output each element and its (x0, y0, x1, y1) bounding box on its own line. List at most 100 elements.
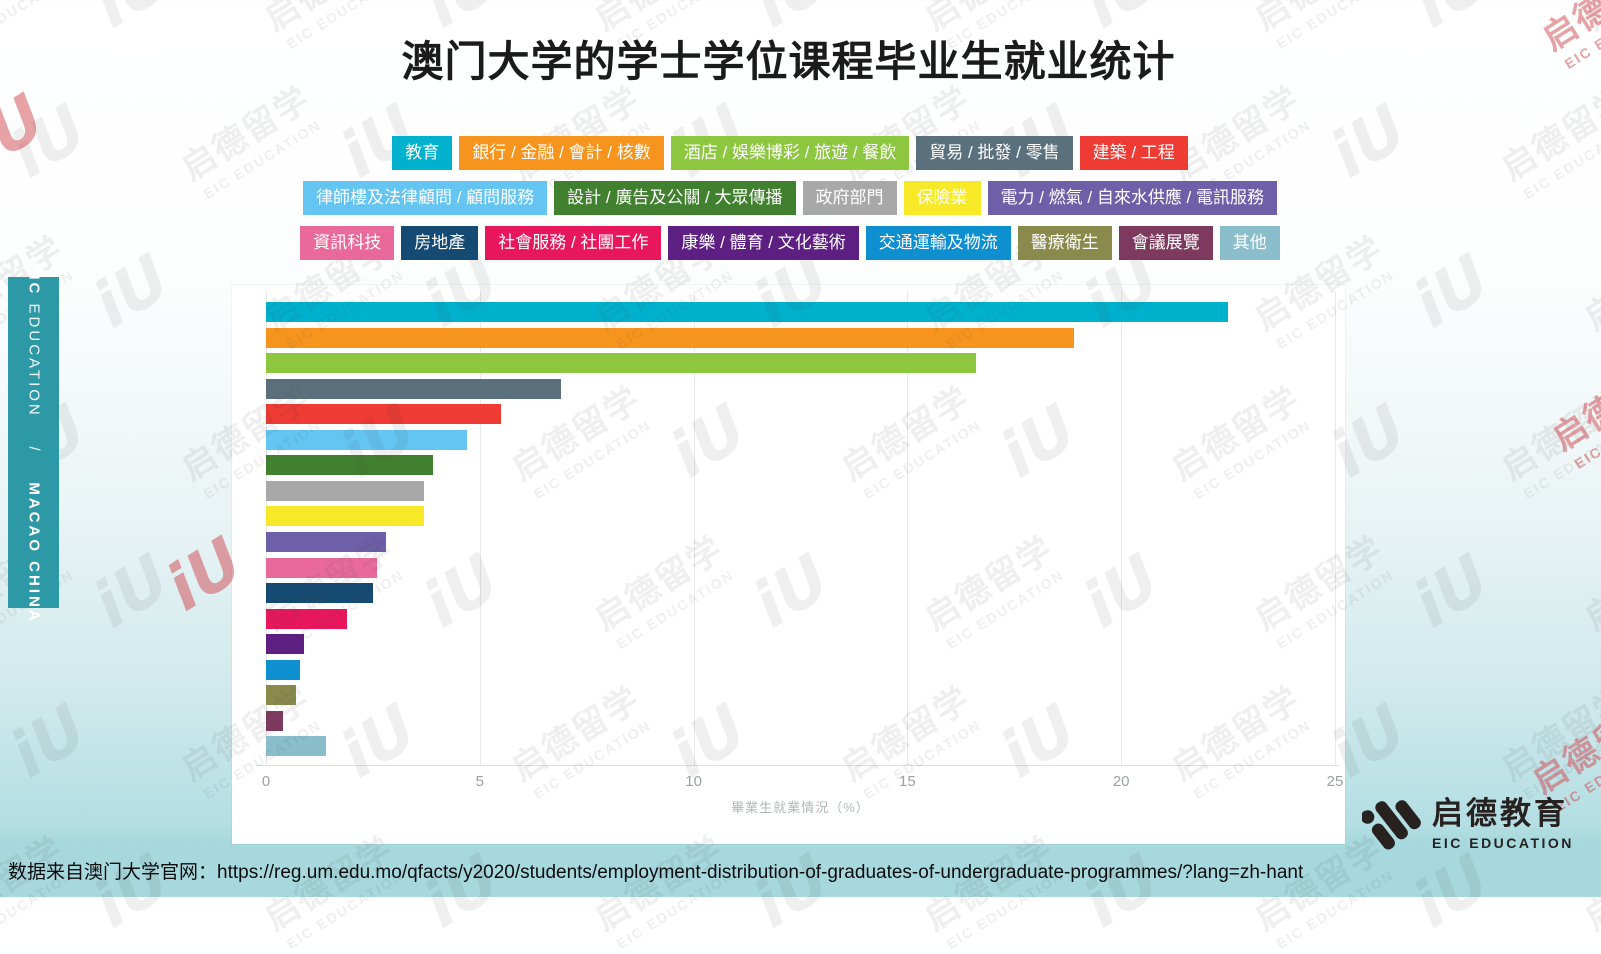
watermark-text-cn: 启德留学 (0, 0, 72, 40)
watermark-text-cn: 启德留学 (1495, 79, 1601, 189)
chart-title: 澳门大学的学士学位课程毕业生就业统计 (401, 38, 1176, 85)
eic-brand-logo: 启德教育 EIC EDUCATION (1362, 788, 1574, 851)
watermark-item: iU (0, 81, 58, 183)
bar (266, 557, 378, 578)
legend-chip: 銀行 / 金融 / 會計 / 核數 (459, 136, 664, 170)
watermark-item: iU (81, 541, 183, 643)
x-tick-label: 15 (899, 773, 916, 790)
bar (266, 378, 562, 399)
bar (266, 302, 1229, 322)
legend-chip: 教育 (392, 136, 453, 170)
sidebar-brand-sub: EDUCATION (25, 303, 42, 418)
bar (266, 327, 1075, 348)
watermark-text-cn: 启德留学 (1546, 349, 1601, 459)
watermark-text-en: EIC EDUCATION (1571, 387, 1601, 472)
x-tick-label: 20 (1112, 773, 1130, 790)
sidebar-brand: EIC (25, 261, 42, 296)
legend-row: 律師樓及法律顧問 / 顧問服務 設計 / 廣告及公關 / 大眾傳播 政府部門 保險業電… (302, 181, 1278, 215)
grid-line (266, 291, 267, 765)
x-tick-label: 5 (475, 773, 484, 790)
legend-chip: 律師樓及法律顧問 / 顧問服務 (302, 181, 548, 215)
watermark-text-cn: 启德留学 (1573, 0, 1601, 40)
legend-chip: 資訊科技 (300, 226, 395, 260)
watermark-item: iU (0, 691, 100, 793)
legend-chip: 康樂 / 體育 / 文化藝術 (668, 226, 859, 260)
grid-line (1121, 291, 1123, 765)
legend-chip: 交通運輸及物流 (865, 226, 1011, 260)
bar (266, 583, 373, 604)
data-source-text: 数据来自澳门大学官网：https://reg.um.edu.mo/qfacts/… (8, 862, 1304, 883)
x-tick-label: 10 (685, 773, 702, 790)
watermark-logo-mark: iU (0, 691, 100, 793)
bar (266, 531, 386, 552)
sidebar-region: MACAO CHINA (25, 481, 42, 624)
legend-chip: 醫療衛生 (1017, 226, 1112, 260)
bar (266, 429, 467, 450)
legend-chip: 政府部門 (802, 181, 897, 215)
chart-legend: 教育 銀行 / 金融 / 會計 / 核數 酒店 / 娛樂博彩 / 旅遊 / 餐飲 貿易… (160, 136, 1420, 260)
watermark-logo-mark: iU (1401, 541, 1503, 643)
legend-chip: 會議展覽 (1118, 226, 1213, 260)
x-tick-label: 0 (261, 773, 271, 790)
bar (266, 685, 296, 706)
legend-chip: 保險業 (903, 181, 981, 215)
legend-chip: 設計 / 廣告及公關 / 大眾傳播 (554, 181, 796, 215)
legend-chip: 社會服務 / 社團工作 (485, 226, 662, 260)
chart-panel: 畢業生就業情況（%） 0 5 10 15 20 25 (232, 285, 1345, 844)
legend-chip: 酒店 / 娛樂博彩 / 旅遊 / 餐飲 (670, 136, 910, 170)
bar (266, 634, 305, 655)
sidebar-ribbon-label: EIC EDUCATION / MACAO CHINA (25, 262, 42, 623)
watermark-logo-mark: iU (81, 541, 183, 643)
grid-line (907, 291, 909, 765)
x-axis-line (256, 765, 1339, 766)
watermark-logo-mark: iU (1401, 0, 1503, 43)
bar (266, 736, 326, 757)
brand-name-en: EIC EDUCATION (1432, 835, 1574, 851)
grid-line (693, 291, 695, 765)
bar (266, 506, 425, 527)
legend-chip: 建築 / 工程 (1079, 136, 1188, 170)
grid-line (1335, 291, 1336, 765)
eic-logo-mark (1362, 799, 1421, 849)
watermark-item: iU (0, 91, 100, 193)
watermark-text-cn: 启德留学 (1578, 229, 1601, 339)
legend-chip: 房地產 (401, 226, 479, 260)
bar (266, 710, 284, 731)
watermark-logo-mark: iU (81, 0, 183, 43)
watermark-item: iU (1401, 541, 1503, 643)
legend-row: 資訊科技 房地產 社會服務 / 社團工作 康樂 / 體育 / 文化藝術 交通運輸及物流醫… (300, 226, 1280, 260)
watermark-text-en: EIC EDUCATION (1520, 116, 1601, 202)
bar (266, 455, 433, 476)
watermark-text-cn: 启德留学 (1526, 692, 1601, 802)
watermark-text-en: EIC EDUCATION (1520, 416, 1601, 502)
footer-bar: 数据来自澳门大学官网：https://reg.um.edu.mo/qfacts/… (0, 844, 1601, 897)
watermark-item: iU (1401, 0, 1503, 43)
bar (266, 608, 348, 629)
legend-chip: 電力 / 燃氣 / 自來水供應 / 電訊服務 (987, 181, 1278, 215)
sidebar-separator: / (25, 445, 42, 454)
watermark-text-cn: 启德留学 (1536, 0, 1601, 59)
brand-name-cn: 启德教育 (1432, 796, 1568, 831)
bar (266, 480, 425, 501)
watermark-logo-mark: iU (0, 91, 100, 193)
bar (266, 404, 502, 425)
watermark-logo-mark: iU (0, 81, 58, 183)
legend-chip: 貿易 / 批發 / 零售 (916, 136, 1073, 170)
bar (266, 353, 976, 374)
watermark-text-cn: 启德留学 (1578, 529, 1601, 639)
sidebar-ribbon: EIC EDUCATION / MACAO CHINA (8, 262, 59, 623)
watermark-text-en: EIC EDUCATION (0, 0, 81, 54)
watermark-text-cn: 启德留学 (1495, 379, 1601, 489)
bar (266, 659, 301, 680)
watermark-text-en: EIC EDUCATION (1561, 0, 1601, 72)
x-tick-label: 25 (1326, 773, 1344, 790)
watermark-item: iU (81, 0, 183, 43)
